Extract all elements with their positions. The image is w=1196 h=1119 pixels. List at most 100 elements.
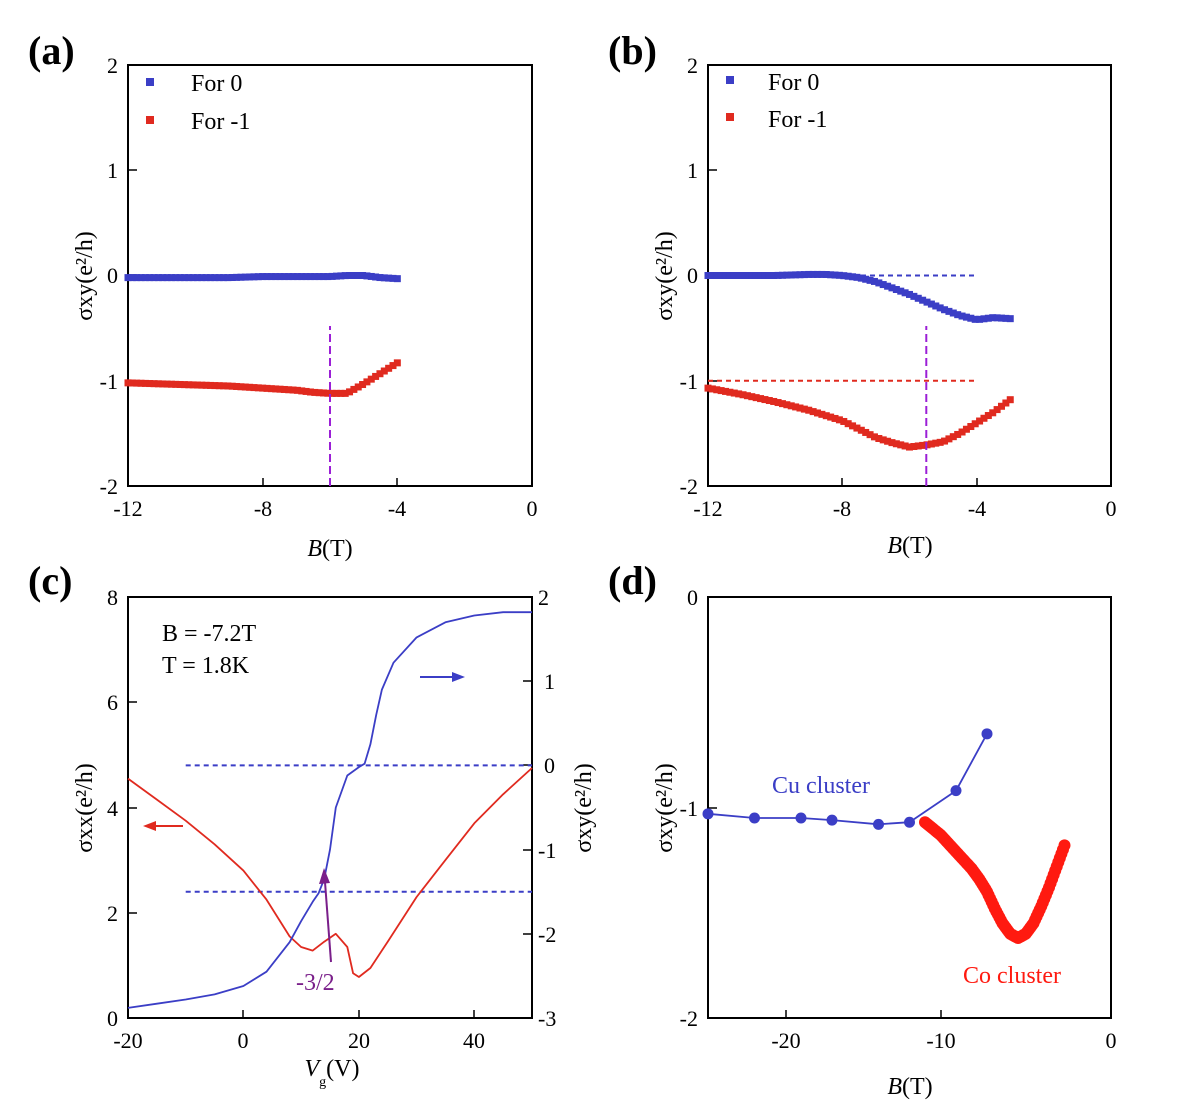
data-point-b-1-14 xyxy=(765,397,773,405)
data-point-a-0-53 xyxy=(354,272,362,279)
data-point-b-0-48 xyxy=(914,294,922,302)
data-point-b-0-14 xyxy=(765,272,773,279)
data-point-a-1-60 xyxy=(385,364,393,372)
data-point-b-0-5 xyxy=(726,272,734,279)
data-point-b-0-61 xyxy=(971,315,979,323)
data-point-a-0-57 xyxy=(372,273,380,281)
panel-c: (c) 8 6 4 2 0 2 1 0 -1 -2 -3 -20 0 20 40… xyxy=(28,558,597,1090)
data-point-a-1-44 xyxy=(315,389,323,397)
data-point-a-0-56 xyxy=(367,272,375,280)
legend-label-a-1: For -1 xyxy=(191,109,250,135)
data-point-a-1-8 xyxy=(159,380,167,388)
data-point-b-0-54 xyxy=(941,306,949,314)
y-tick-c-right-2: 0 xyxy=(544,753,555,778)
x-tick-b-2: -4 xyxy=(968,496,986,521)
annotation-step-label: -3/2 xyxy=(296,970,335,996)
data-point-b-0-58 xyxy=(958,312,966,320)
y-axis-title-c-right: σxy(e²/h) xyxy=(571,763,597,852)
data-point-a-1-1 xyxy=(128,379,136,387)
data-point-b-0-1 xyxy=(708,272,716,279)
arrow-right-axis xyxy=(420,672,465,682)
data-point-b-0-4 xyxy=(722,272,730,279)
y-tick-c-left-2: 4 xyxy=(107,796,118,821)
data-point-b-1-36 xyxy=(862,428,870,436)
data-point-b-1-58 xyxy=(958,428,966,436)
data-point-a-1-45 xyxy=(319,389,327,397)
data-point-a-1-23 xyxy=(224,382,232,390)
data-point-a-0-49 xyxy=(337,272,345,280)
y-tick-d-2: -2 xyxy=(680,1006,698,1031)
data-point-a-1-26 xyxy=(237,383,245,391)
data-point-a-1-32 xyxy=(263,384,271,392)
data-point-b-1-7 xyxy=(735,390,743,398)
data-point-a-1-51 xyxy=(346,388,354,396)
data-point-b-1-52 xyxy=(932,439,940,447)
data-point-b-0-47 xyxy=(910,292,918,300)
data-point-a-1-5 xyxy=(146,380,154,388)
data-point-b-1-8 xyxy=(739,391,747,399)
data-point-b-0-62 xyxy=(976,315,984,323)
x-tick-a-1: -8 xyxy=(254,496,272,521)
data-point-b-0-36 xyxy=(862,275,870,283)
data-marks-d xyxy=(702,728,1071,945)
data-point-b-0-43 xyxy=(892,286,900,294)
data-point-a-1-17 xyxy=(198,381,206,389)
data-point-a-1-61 xyxy=(389,362,397,370)
data-point-b-1-65 xyxy=(989,409,997,417)
data-point-a-0-41 xyxy=(302,273,310,281)
data-point-a-0-46 xyxy=(324,273,332,281)
data-point-b-0-3 xyxy=(717,272,725,279)
y-tick-d-0: 0 xyxy=(687,585,698,610)
data-point-a-0-21 xyxy=(215,274,223,282)
data-point-b-1-2 xyxy=(713,386,721,394)
data-point-a-0-60 xyxy=(385,274,393,282)
data-point-a-1-21 xyxy=(215,382,223,390)
data-point-b-1-60 xyxy=(967,423,975,431)
data-point-a-1-41 xyxy=(302,387,310,395)
data-point-b-0-35 xyxy=(857,274,865,282)
data-point-b-0-33 xyxy=(849,273,857,281)
data-point-b-1-27 xyxy=(822,412,830,420)
data-point-a-0-44 xyxy=(315,273,323,281)
y-tick-b-4: -2 xyxy=(680,474,698,499)
data-point-a-1-27 xyxy=(241,383,249,391)
co-cluster-label: Co cluster xyxy=(963,963,1061,989)
data-point-a-0-25 xyxy=(233,273,241,281)
data-point-a-1-52 xyxy=(350,385,358,393)
data-point-a-0-36 xyxy=(280,273,288,281)
x-axis-title-c: Vg(V) xyxy=(305,1056,360,1090)
data-point-a-1-22 xyxy=(220,382,228,390)
data-point-b-0-21 xyxy=(796,271,804,279)
data-point-b-1-4 xyxy=(722,387,730,395)
data-point-b-0-25 xyxy=(814,270,822,278)
data-point-a-0-15 xyxy=(189,274,197,282)
data-point-b-1-45 xyxy=(901,442,909,450)
data-point-b-0-39 xyxy=(875,279,883,287)
data-point-a-0-7 xyxy=(154,274,162,282)
data-point-a-1-46 xyxy=(324,389,332,397)
data-point-a-0-10 xyxy=(167,274,175,282)
arrow-left-axis xyxy=(143,821,183,831)
data-point-b-1-9 xyxy=(743,392,751,400)
data-point-b-1-38 xyxy=(870,433,878,441)
data-point-a-0-31 xyxy=(259,273,267,281)
y-axis-title-c-left: σxx(e²/h) xyxy=(72,763,98,852)
data-point-a-0-3 xyxy=(137,274,145,282)
data-point-b-1-33 xyxy=(849,422,857,430)
data-point-b-1-26 xyxy=(818,410,826,418)
x-tick-a-0: -12 xyxy=(113,496,142,521)
data-point-a-0-33 xyxy=(267,273,275,281)
data-point-b-1-15 xyxy=(770,397,778,405)
data-point-a-1-3 xyxy=(137,379,145,387)
data-point-a-1-43 xyxy=(311,388,319,396)
data-point-a-0-40 xyxy=(298,273,306,281)
x-tick-b-0: -12 xyxy=(693,496,722,521)
data-point-b-0-59 xyxy=(962,313,970,321)
data-point-a-0-6 xyxy=(150,274,158,282)
data-point-a-1-29 xyxy=(250,384,258,392)
x-tick-d-0: -20 xyxy=(771,1028,800,1053)
data-point-b-1-43 xyxy=(892,440,900,448)
data-point-b-0-32 xyxy=(844,272,852,280)
data-point-a-1-13 xyxy=(180,381,188,389)
